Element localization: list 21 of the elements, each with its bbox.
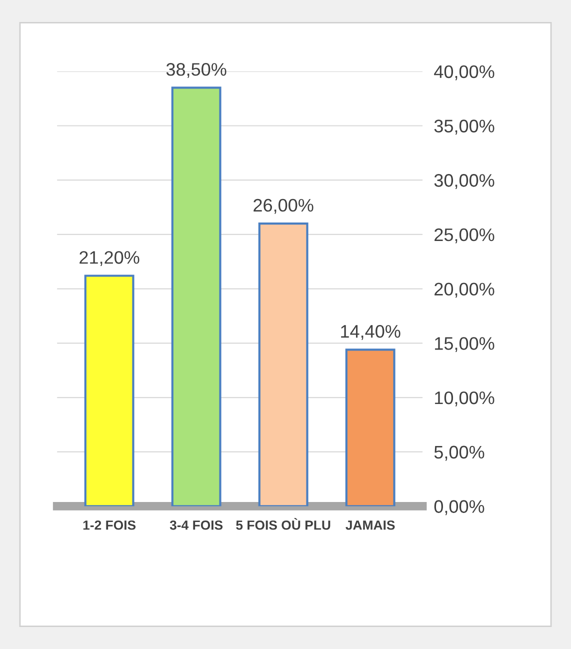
y-tick-label: 25,00% (434, 228, 494, 244)
bar (84, 274, 134, 506)
y-tick-label: 0,00% (434, 500, 484, 516)
x-tick-label: 5 FOIS OÙ PLU (236, 518, 330, 530)
y-tick-label: 5,00% (434, 446, 484, 461)
y-tick-label: 20,00% (434, 282, 494, 298)
data-label: 21,20% (80, 251, 140, 266)
bar (171, 86, 222, 506)
x-tick-label: 1-2 FOIS (83, 520, 136, 530)
bar (345, 348, 396, 506)
data-label: 26,00% (254, 198, 314, 214)
x-tick-label: JAMAIS (346, 520, 395, 530)
y-tick-label: 40,00% (434, 65, 494, 80)
data-label: 38,50% (166, 63, 226, 78)
y-tick-label: 15,00% (435, 337, 494, 352)
x-tick-label: 3-4 FOIS (170, 520, 223, 530)
y-tick-label: 35,00% (434, 120, 494, 135)
y-tick-label: 30,00% (434, 174, 494, 189)
data-label: 14,40% (341, 324, 400, 340)
bar (258, 222, 308, 506)
y-tick-label: 10,00% (435, 391, 494, 406)
